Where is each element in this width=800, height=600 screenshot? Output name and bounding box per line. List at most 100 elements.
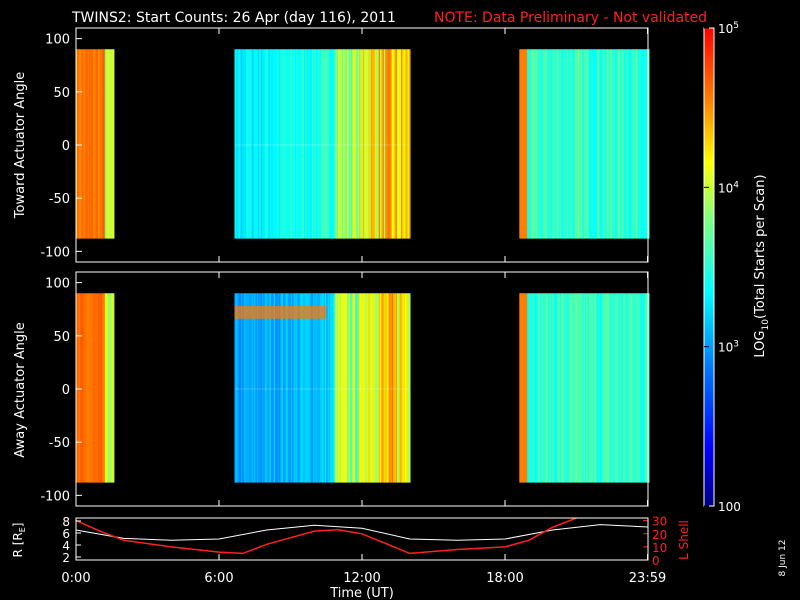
heatmap-column xyxy=(313,293,315,483)
heatmap-column xyxy=(408,293,411,483)
heatmap-column xyxy=(637,293,639,483)
heatmap-column xyxy=(558,293,561,483)
orbit-left-label: R [RE] xyxy=(11,523,27,558)
heatmap-column xyxy=(528,49,531,239)
heatmap-column xyxy=(554,293,557,483)
heatmap-column xyxy=(235,49,238,239)
heatmap-column xyxy=(549,293,552,483)
heatmap-column xyxy=(609,293,612,483)
heatmap-column xyxy=(250,49,252,239)
x-axis-label: Time (UT) xyxy=(329,586,394,600)
heatmap-column xyxy=(402,293,404,483)
y-tick-label: -50 xyxy=(49,436,70,451)
heatmap-column xyxy=(521,49,524,239)
heatmap-column xyxy=(244,49,247,239)
heatmap-column xyxy=(519,293,522,483)
heatmap-column xyxy=(387,49,390,239)
heatmap-column xyxy=(77,293,80,483)
heatmap-column xyxy=(591,293,594,483)
heatmap-column xyxy=(235,293,238,483)
heatmap-column xyxy=(385,293,387,483)
heatmap-column xyxy=(611,293,613,483)
heatmap-column xyxy=(633,293,636,483)
heatmap-column xyxy=(399,49,402,239)
heatmap-column xyxy=(319,49,322,239)
heatmap-column xyxy=(317,49,319,239)
heatmap-column xyxy=(288,49,290,239)
heatmap-column xyxy=(331,293,334,483)
heatmap-column xyxy=(78,293,81,483)
colorbar xyxy=(703,27,715,507)
heatmap-column xyxy=(83,49,86,239)
heatmap-column xyxy=(538,293,541,483)
heatmap-column xyxy=(362,49,365,239)
heatmap-column xyxy=(372,49,374,239)
heatmap-column xyxy=(268,293,271,483)
heatmap-column xyxy=(237,293,239,483)
heatmap-column xyxy=(601,293,604,483)
heatmap-column xyxy=(79,49,82,239)
heatmap-column xyxy=(292,49,294,239)
heatmap-column xyxy=(238,49,241,239)
heatmap-column xyxy=(570,293,573,483)
heatmap-column xyxy=(381,49,384,239)
heatmap-column xyxy=(322,293,325,483)
heatmap-column xyxy=(608,49,611,239)
heatmap-column xyxy=(323,49,326,239)
heatmap-column xyxy=(339,49,342,239)
heatmap-column xyxy=(633,49,636,239)
y-tick-label: 50 xyxy=(53,86,70,101)
heatmap-column xyxy=(273,49,276,239)
heatmap-column xyxy=(313,49,315,239)
heatmap-column xyxy=(305,293,307,483)
heatmap-column xyxy=(523,49,525,239)
heatmap-column xyxy=(267,49,269,239)
heatmap-column xyxy=(252,49,255,239)
high-count-band xyxy=(234,306,327,319)
heatmap-column xyxy=(630,49,633,239)
heatmap-column xyxy=(269,293,272,483)
heatmap-column xyxy=(406,49,408,239)
lshell-series-line xyxy=(75,517,577,555)
heatmap-column xyxy=(599,49,601,239)
heatmap-column xyxy=(557,49,560,239)
heatmap-column xyxy=(86,293,89,483)
heatmap-column xyxy=(374,49,377,239)
orbit-right-tick-label: 0 xyxy=(652,554,660,568)
heatmap-column xyxy=(611,49,613,239)
heatmap-column xyxy=(573,49,575,239)
heatmap-column xyxy=(96,49,99,239)
heatmap-column xyxy=(322,49,325,239)
heatmap-column xyxy=(525,49,528,239)
heatmap-column xyxy=(95,49,98,239)
heatmap-column xyxy=(583,293,586,483)
colorbar-tick-label: 103 xyxy=(718,340,739,355)
heatmap-column xyxy=(285,293,288,483)
heatmap-column xyxy=(321,49,323,239)
heatmap-column xyxy=(282,49,285,239)
heatmap-column xyxy=(292,293,294,483)
heatmap-column xyxy=(389,49,391,239)
heatmap-column xyxy=(584,293,587,483)
heatmap-column xyxy=(641,49,643,239)
heatmap-column xyxy=(86,49,89,239)
heatmap-column xyxy=(395,49,398,239)
heatmap-column xyxy=(408,49,411,239)
colorbar-tick-label: 105 xyxy=(718,21,739,36)
heatmap-column xyxy=(365,49,368,239)
heatmap-column xyxy=(571,293,574,483)
heatmap-column xyxy=(95,293,98,483)
heatmap-column xyxy=(594,49,596,239)
heatmap-column xyxy=(319,293,322,483)
heatmap-column xyxy=(570,49,573,239)
y-tick-label: -100 xyxy=(40,489,70,504)
heatmap-column xyxy=(289,49,292,239)
heatmap-column xyxy=(318,293,321,483)
heatmap-column xyxy=(341,49,344,239)
heatmap-column xyxy=(595,293,598,483)
heatmap-column xyxy=(393,49,395,239)
heatmap-column xyxy=(578,49,580,239)
heatmap-column xyxy=(277,49,280,239)
heatmap-column xyxy=(280,49,283,239)
heatmap-column xyxy=(347,293,349,483)
